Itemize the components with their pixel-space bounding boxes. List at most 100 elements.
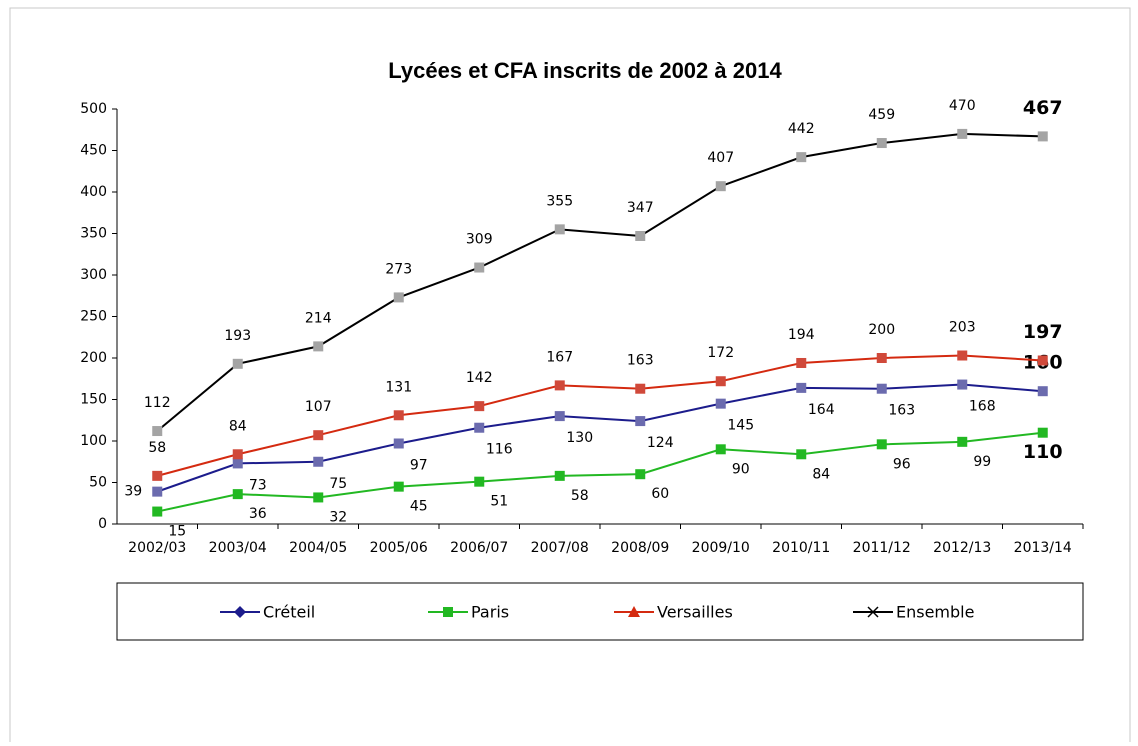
data-label: 73 — [249, 477, 267, 493]
x-tick-label: 2002/03 — [128, 540, 186, 556]
legend-label: Ensemble — [896, 603, 974, 622]
data-label: 107 — [305, 399, 332, 415]
y-tick-label: 450 — [80, 143, 107, 159]
data-label: 51 — [490, 494, 508, 510]
marker — [554, 224, 565, 235]
marker — [152, 470, 163, 481]
data-label: 130 — [566, 430, 593, 446]
data-label: 407 — [707, 150, 734, 166]
data-label: 90 — [732, 461, 750, 477]
marker — [796, 152, 807, 163]
data-label: 99 — [973, 454, 991, 470]
marker — [474, 476, 485, 487]
marker — [313, 492, 324, 503]
x-tick-label: 2004/05 — [289, 540, 347, 556]
marker — [474, 401, 485, 412]
x-tick-label: 2005/06 — [370, 540, 428, 556]
marker — [876, 138, 887, 149]
marker — [474, 262, 485, 273]
legend-label: Paris — [471, 603, 509, 622]
marker — [796, 357, 807, 368]
marker — [393, 292, 404, 303]
legend-box — [116, 582, 1084, 641]
marker — [957, 350, 968, 361]
data-label: 203 — [949, 320, 976, 336]
marker — [152, 486, 163, 497]
data-label: 164 — [808, 402, 835, 418]
data-label: 112 — [144, 395, 171, 411]
x-tick-label: 2006/07 — [450, 540, 508, 556]
y-tick-label: 150 — [80, 392, 107, 408]
marker — [715, 181, 726, 192]
series-line — [157, 431, 1043, 513]
marker — [876, 439, 887, 450]
x-tick-label: 2010/11 — [772, 540, 830, 556]
y-tick-label: 200 — [80, 350, 107, 366]
marker — [1037, 427, 1048, 438]
data-label: 355 — [546, 193, 573, 209]
marker — [876, 353, 887, 363]
y-tick-label: 400 — [80, 184, 107, 200]
data-label: 200 — [868, 322, 895, 338]
marker — [232, 458, 243, 469]
x-tick-label: 2011/12 — [853, 540, 911, 556]
data-label: 163 — [888, 403, 915, 419]
marker — [796, 382, 807, 393]
marker — [393, 410, 404, 421]
data-label: 163 — [627, 353, 654, 369]
marker — [796, 449, 807, 460]
data-label: 167 — [546, 349, 573, 365]
marker — [313, 430, 324, 441]
data-label: 459 — [868, 107, 895, 123]
marker — [554, 380, 565, 391]
marker — [313, 341, 324, 352]
marker — [1037, 386, 1048, 397]
data-label: 36 — [249, 506, 267, 522]
legend-label: Créteil — [263, 603, 315, 622]
x-tick-label: 2012/13 — [933, 540, 991, 556]
data-label: 273 — [385, 261, 412, 277]
marker — [393, 438, 404, 449]
marker — [232, 449, 243, 460]
data-label: 142 — [466, 370, 493, 386]
marker — [232, 489, 243, 500]
data-label: 309 — [466, 232, 493, 248]
series-line — [156, 354, 1043, 477]
data-label: 193 — [224, 328, 251, 344]
marker — [957, 128, 968, 139]
marker — [1037, 355, 1048, 366]
data-label: 194 — [788, 327, 815, 343]
marker — [474, 422, 485, 433]
marker — [554, 411, 565, 422]
data-label: 32 — [329, 509, 347, 525]
y-tick-label: 300 — [80, 267, 107, 283]
y-tick-label: 0 — [98, 516, 107, 532]
marker — [635, 416, 646, 427]
data-label: 145 — [727, 418, 754, 434]
data-label: 347 — [627, 200, 654, 216]
data-label: 124 — [647, 435, 674, 451]
legend-marker — [867, 606, 879, 618]
data-label: 470 — [949, 98, 976, 114]
data-label: 15 — [168, 524, 186, 540]
data-label: 96 — [893, 456, 911, 472]
data-label: 39 — [124, 484, 142, 500]
x-tick-label: 2007/08 — [531, 540, 589, 556]
legend-marker — [628, 606, 640, 617]
data-label: 110 — [1023, 441, 1063, 463]
x-tick-label: 2009/10 — [692, 540, 750, 556]
marker — [313, 456, 324, 467]
marker — [232, 358, 243, 369]
series-line — [156, 383, 1043, 493]
marker — [957, 436, 968, 447]
marker — [635, 230, 646, 241]
y-tick-label: 350 — [80, 226, 107, 242]
y-tick-label: 250 — [80, 309, 107, 325]
marker — [635, 469, 646, 480]
marker — [715, 398, 726, 409]
data-label: 84 — [812, 466, 830, 482]
marker — [393, 481, 404, 492]
legend-marker — [443, 607, 453, 617]
marker — [715, 444, 726, 455]
